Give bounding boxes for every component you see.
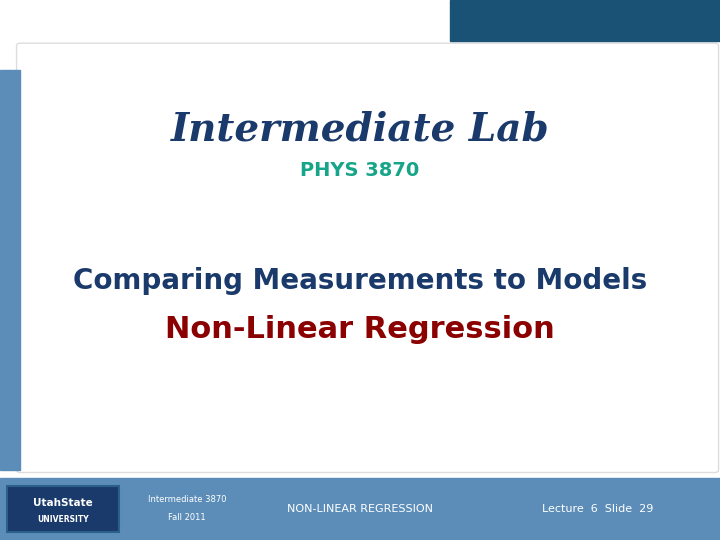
Text: PHYS 3870: PHYS 3870 — [300, 160, 420, 180]
Text: Comparing Measurements to Models: Comparing Measurements to Models — [73, 267, 647, 295]
Text: UtahState: UtahState — [33, 498, 93, 509]
Text: Non-Linear Regression: Non-Linear Regression — [165, 315, 555, 344]
Bar — [450, 0, 720, 40]
Text: NON-LINEAR REGRESSION: NON-LINEAR REGRESSION — [287, 504, 433, 514]
Text: Intermediate 3870: Intermediate 3870 — [148, 495, 227, 504]
Text: Lecture  6  Slide  29: Lecture 6 Slide 29 — [542, 504, 653, 514]
Text: Intermediate Lab: Intermediate Lab — [171, 111, 549, 148]
FancyBboxPatch shape — [17, 43, 719, 472]
Bar — [7, 486, 119, 532]
Bar — [0, 70, 20, 470]
Bar — [0, 478, 720, 540]
Text: Fall 2011: Fall 2011 — [168, 513, 206, 522]
Text: UNIVERSITY: UNIVERSITY — [37, 515, 89, 524]
